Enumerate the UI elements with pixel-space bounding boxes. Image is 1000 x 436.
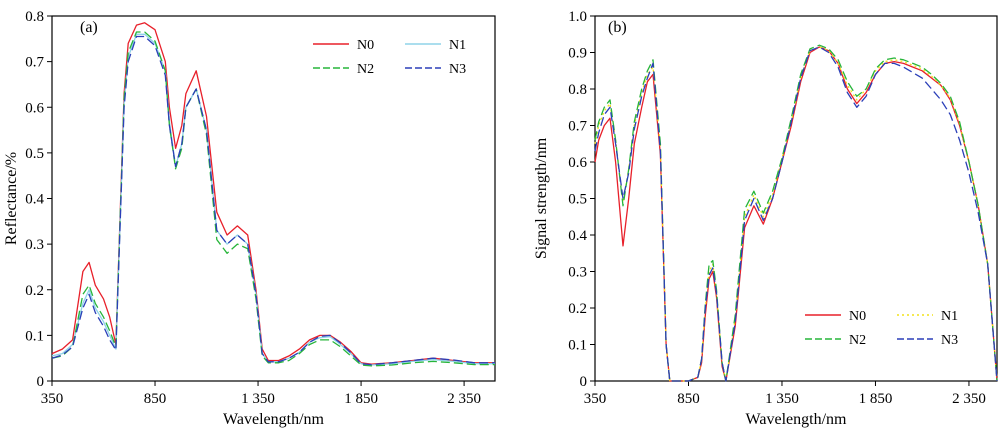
- series-line-n2: [51, 31, 495, 367]
- x-axis-label: Wavelength/nm: [223, 411, 324, 428]
- legend-label-n3: N3: [941, 333, 958, 348]
- y-axis-label: Reflectance/%: [3, 152, 20, 245]
- plot-frame: [51, 15, 496, 382]
- y-tick-label: 0.4: [25, 192, 44, 208]
- y-tick-label: 0: [580, 374, 588, 390]
- legend-label-n1: N1: [941, 309, 958, 324]
- y-tick-label: 0: [37, 374, 45, 390]
- y-tick-label: 0.7: [25, 55, 44, 71]
- y-tick-label: 0.7: [568, 119, 587, 135]
- y-axis-label: Signal strength/nm: [533, 137, 550, 259]
- x-tick-label: 850: [677, 391, 700, 407]
- legend-label-n3: N3: [449, 62, 466, 77]
- series-line-n0: [51, 22, 495, 365]
- y-tick-label: 0.2: [25, 283, 44, 299]
- y-tick-label: 0.6: [568, 155, 587, 171]
- legend-label-n0: N0: [849, 309, 866, 324]
- legend-label-n2: N2: [357, 62, 374, 77]
- x-tick-label: 350: [584, 391, 607, 407]
- series-line-n1: [594, 46, 998, 382]
- series-line-n1: [51, 33, 495, 366]
- panel-label: (b): [608, 19, 627, 36]
- x-tick-label: 1 850: [344, 391, 378, 407]
- x-axis-label: Wavelength/nm: [746, 411, 847, 428]
- y-tick-label: 0.3: [25, 237, 44, 253]
- y-tick-label: 0.1: [568, 338, 587, 354]
- x-tick-label: 1 350: [241, 391, 275, 407]
- legend-label-n2: N2: [849, 333, 866, 348]
- x-tick-label: 1 850: [859, 391, 893, 407]
- y-tick-label: 0.1: [25, 328, 44, 344]
- y-tick-label: 0.5: [568, 192, 587, 208]
- y-tick-label: 0.5: [25, 146, 44, 162]
- series-line-n2: [594, 44, 998, 382]
- y-tick-label: 0.9: [568, 46, 587, 62]
- legend-label-n1: N1: [449, 38, 466, 53]
- y-tick-label: 0.6: [25, 100, 44, 116]
- y-tick-label: 0.4: [568, 228, 587, 244]
- y-tick-label: 0.8: [25, 9, 44, 25]
- y-tick-label: 0.8: [568, 82, 587, 98]
- x-tick-label: 2 350: [952, 391, 986, 407]
- reflectance-chart: 350 850 1 350 1 850 2 350 0 0.1 0.2 0.3 0.4 0.5 0.6…: [3, 9, 496, 428]
- series-line-n3: [51, 35, 495, 366]
- x-tick-label: 2 350: [447, 391, 481, 407]
- y-tick-label: 0.3: [568, 265, 587, 281]
- signal-strength-chart-svg: 350 850 1 350 1 850 2 350 0 0.1 0.2 0.3 0.4 0.5 0.6…: [533, 9, 998, 428]
- signal-strength-chart: 350 850 1 350 1 850 2 350 0 0.1 0.2 0.3 0.4 0.5 0.6…: [500, 0, 1000, 436]
- x-tick-label: 350: [41, 391, 64, 407]
- legend-label-n0: N0: [357, 38, 374, 53]
- y-tick-label: 0.2: [568, 301, 587, 317]
- panel-label: (a): [80, 19, 98, 36]
- reflectance-chart-svg: 350 850 1 350 1 850 2 350 0 0.1 0.2 0.3 0.4 0.5 0.6…: [3, 9, 496, 428]
- x-tick-label: 850: [144, 391, 167, 407]
- series-line-n0: [594, 46, 998, 382]
- x-tick-label: 1 350: [765, 391, 799, 407]
- plot-frame: [594, 15, 998, 382]
- y-tick-label: 1.0: [568, 9, 587, 25]
